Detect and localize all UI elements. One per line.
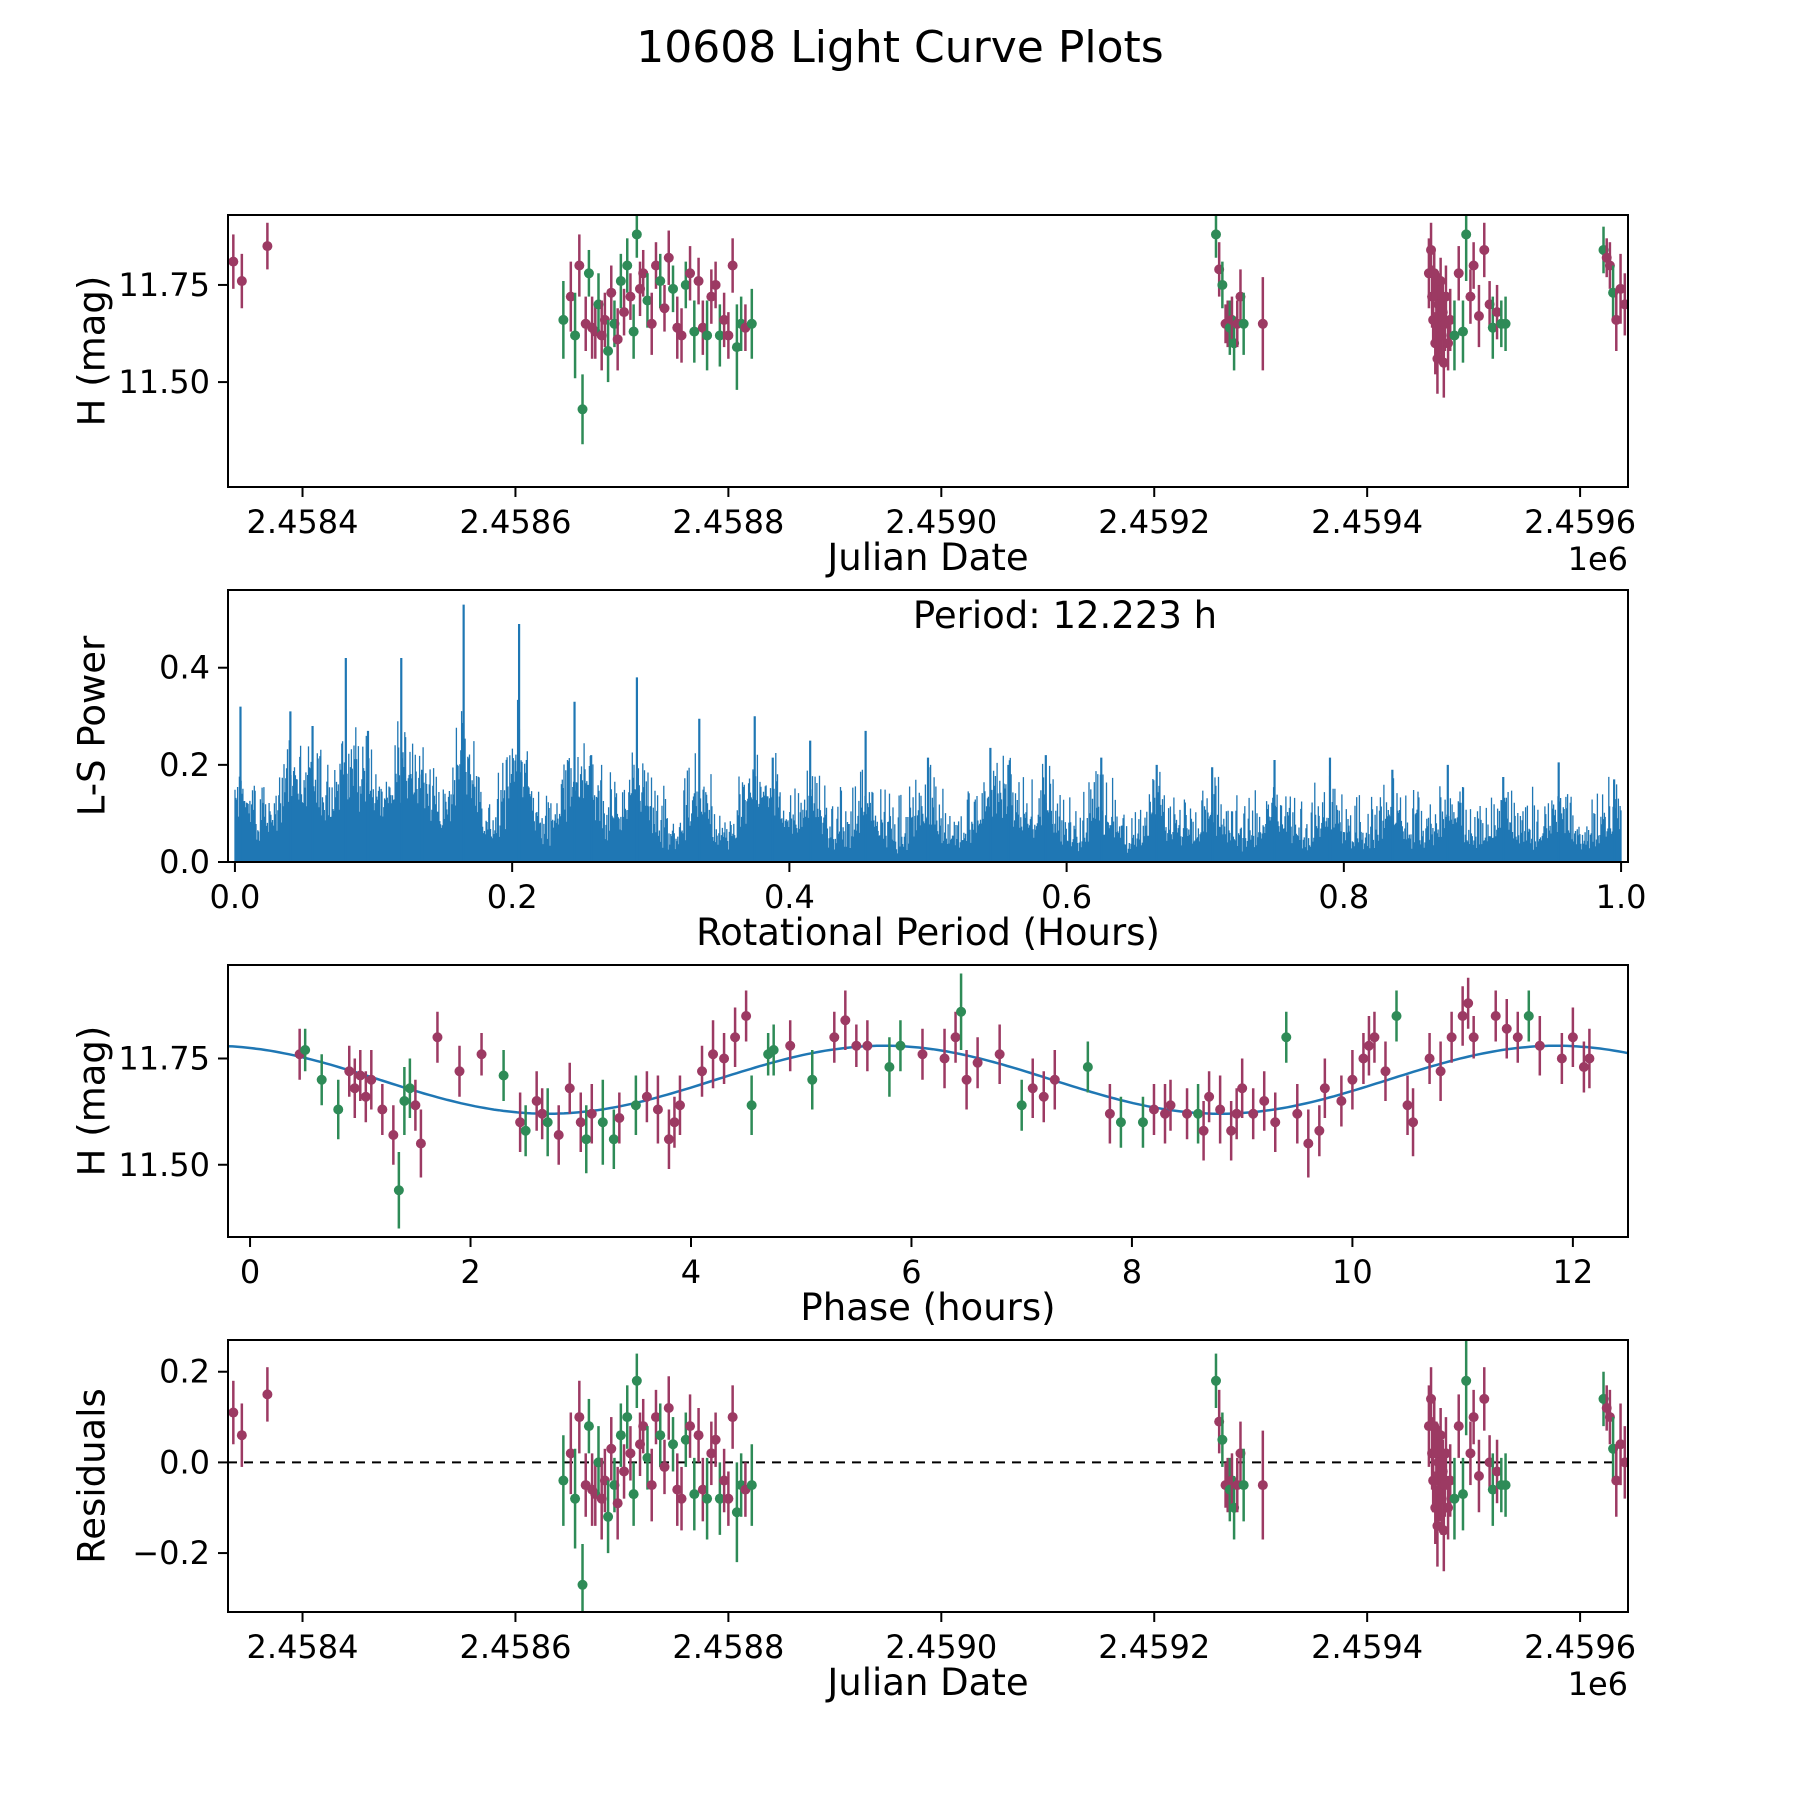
svg-text:11.75: 11.75 [118, 1040, 210, 1078]
svg-text:11.50: 11.50 [118, 363, 210, 401]
svg-text:2.4590: 2.4590 [885, 1628, 997, 1666]
residuals-y-axis-label: Residuals [70, 1388, 114, 1564]
svg-text:−0.2: −0.2 [132, 1534, 210, 1572]
svg-text:2.4586: 2.4586 [459, 1628, 571, 1666]
svg-text:2.4588: 2.4588 [672, 503, 784, 541]
svg-text:2.4584: 2.4584 [247, 1628, 359, 1666]
svg-text:2.4590: 2.4590 [885, 503, 997, 541]
residuals-x-axis-label: Julian Date [827, 1661, 1029, 1704]
svg-text:4: 4 [681, 1253, 701, 1291]
svg-text:2.4584: 2.4584 [247, 503, 359, 541]
svg-text:2.4596: 2.4596 [1524, 1628, 1636, 1666]
svg-text:11.50: 11.50 [118, 1146, 210, 1184]
svg-text:2: 2 [460, 1253, 480, 1291]
phase-y-axis-label: H (mag) [70, 1025, 114, 1177]
svg-text:2.4592: 2.4592 [1098, 1628, 1210, 1666]
svg-text:0.4: 0.4 [764, 878, 815, 916]
svg-text:2.4596: 2.4596 [1524, 503, 1636, 541]
figure-title: 10608 Light Curve Plots [636, 22, 1164, 73]
lightcurve-x-axis-label: Julian Date [827, 536, 1029, 579]
svg-text:2.4594: 2.4594 [1311, 503, 1423, 541]
period-annotation: Period: 12.223 h [912, 594, 1218, 637]
svg-text:0.4: 0.4 [159, 649, 210, 687]
svg-text:2.4594: 2.4594 [1311, 1628, 1423, 1666]
svg-text:0.0: 0.0 [159, 1443, 210, 1481]
lightcurve-x-offset-text: 1e6 [1567, 540, 1628, 578]
svg-text:2.4592: 2.4592 [1098, 503, 1210, 541]
svg-text:2.4586: 2.4586 [459, 503, 571, 541]
svg-text:2.4588: 2.4588 [672, 1628, 784, 1666]
svg-text:0.0: 0.0 [159, 843, 210, 881]
svg-text:0.8: 0.8 [1318, 878, 1369, 916]
svg-text:6: 6 [901, 1253, 921, 1291]
svg-text:0.6: 0.6 [1041, 878, 1092, 916]
residuals-x-offset-text: 1e6 [1567, 1665, 1628, 1703]
svg-text:8: 8 [1122, 1253, 1142, 1291]
svg-text:0.2: 0.2 [487, 878, 538, 916]
svg-text:1.0: 1.0 [1596, 878, 1647, 916]
svg-text:0.0: 0.0 [209, 878, 260, 916]
svg-text:10: 10 [1332, 1253, 1373, 1291]
periodogram-x-axis-label: Rotational Period (Hours) [696, 911, 1160, 954]
periodogram-y-axis-label: L-S Power [70, 635, 114, 817]
svg-text:12: 12 [1553, 1253, 1594, 1291]
phase-x-axis-label: Phase (hours) [800, 1286, 1056, 1329]
svg-text:11.75: 11.75 [118, 266, 210, 304]
lightcurve-y-axis-label: H (mag) [70, 275, 114, 427]
svg-text:0: 0 [240, 1253, 260, 1291]
svg-text:0.2: 0.2 [159, 746, 210, 784]
svg-text:0.2: 0.2 [159, 1353, 210, 1391]
